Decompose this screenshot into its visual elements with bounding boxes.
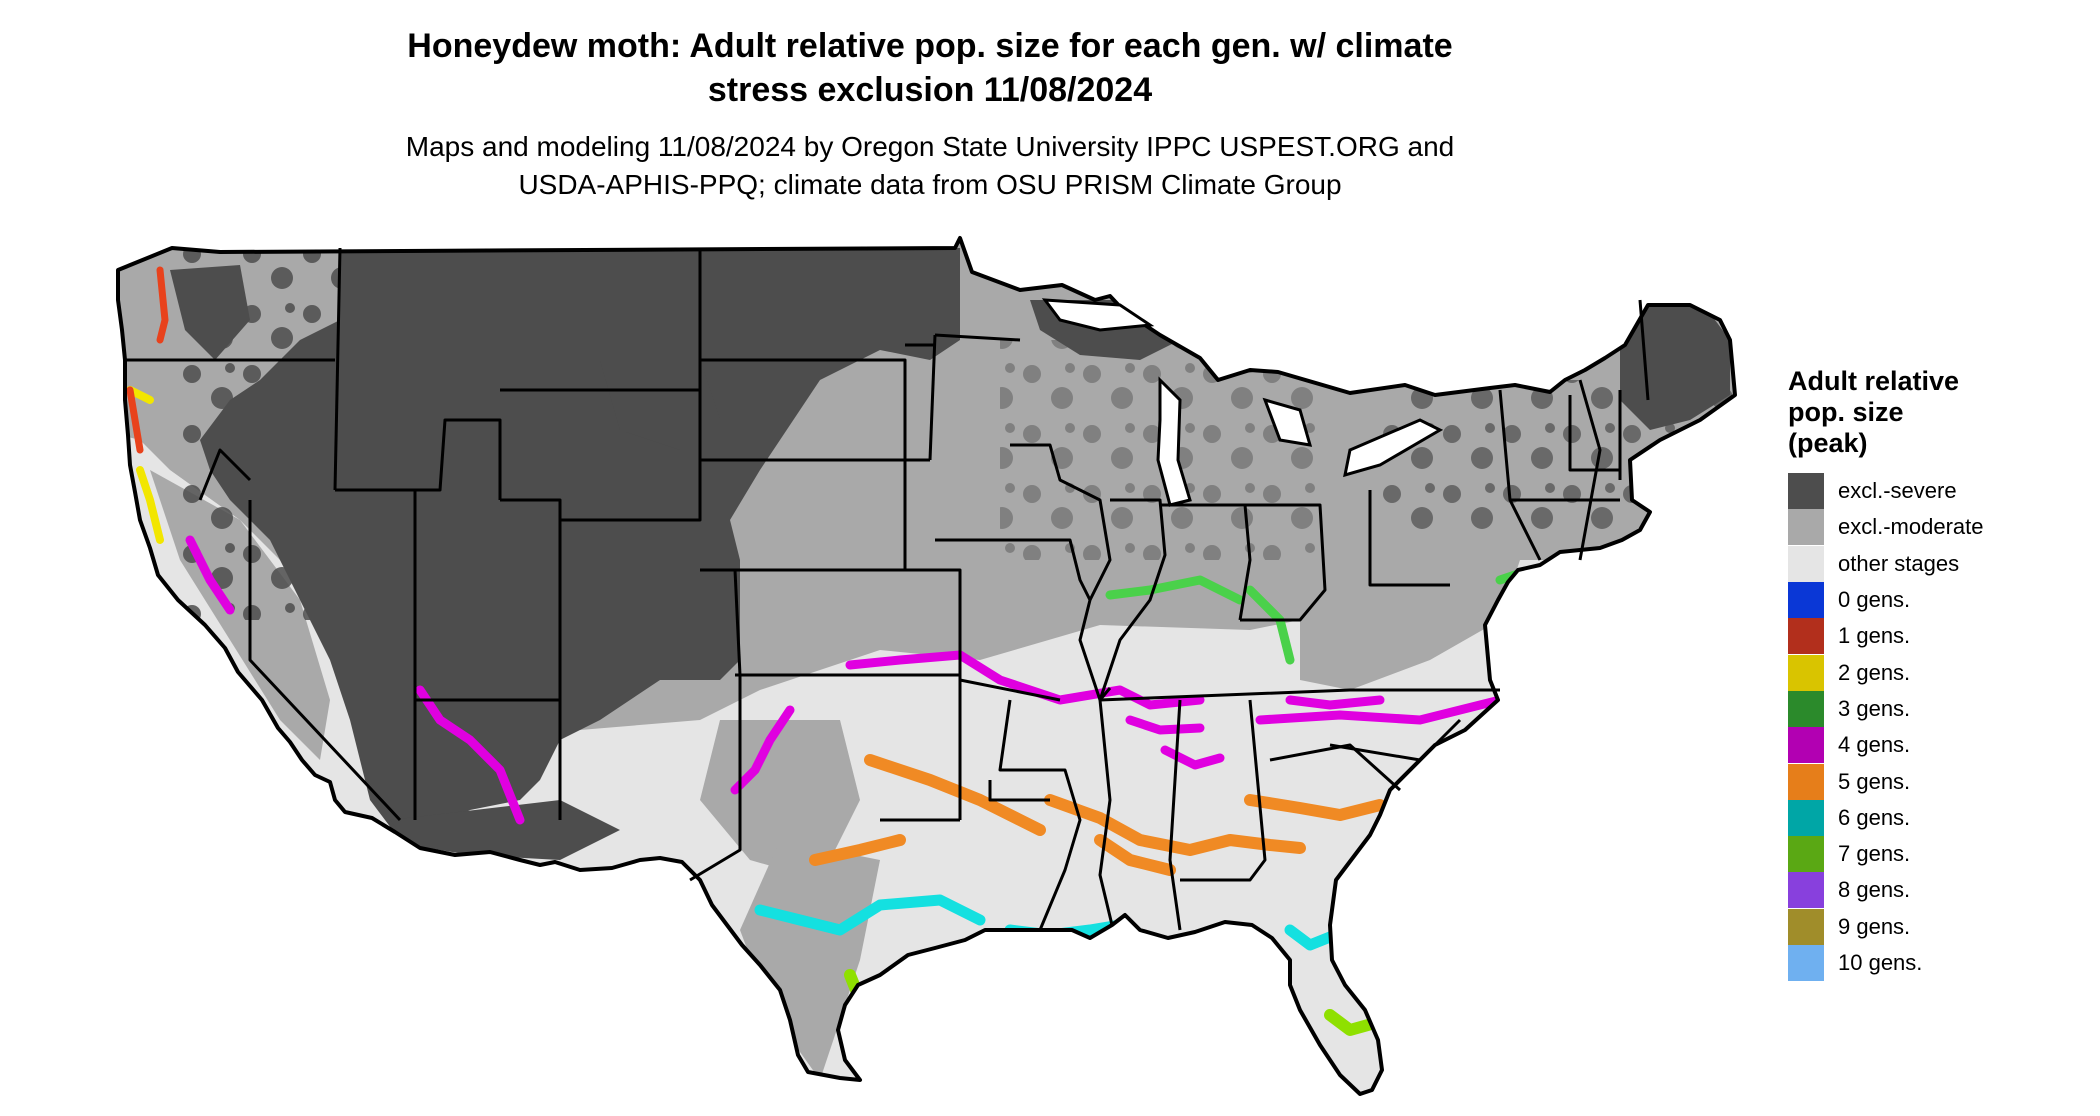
legend-title-line-1: Adult relative xyxy=(1788,366,1960,396)
legend-label: 9 gens. xyxy=(1838,913,1911,939)
legend-item: 4 gens. xyxy=(1788,727,2088,764)
legend-label: 4 gens. xyxy=(1838,732,1911,758)
legend-swatch xyxy=(1788,836,1824,873)
legend-item: other stages xyxy=(1788,545,2088,582)
map-subtitle-line-1: Maps and modeling 11/08/2024 by Oregon S… xyxy=(405,131,1455,162)
legend-swatch xyxy=(1788,618,1824,655)
legend-label: 8 gens. xyxy=(1838,877,1911,903)
map-title: Honeydew moth: Adult relative pop. size … xyxy=(300,24,1560,112)
map-title-line-1: Honeydew moth: Adult relative pop. size … xyxy=(407,27,1453,65)
legend-label: excl.-moderate xyxy=(1838,514,1984,540)
gen-5-zones xyxy=(809,754,1386,876)
legend-label: 2 gens. xyxy=(1838,659,1911,685)
legend-swatch xyxy=(1788,727,1824,764)
legend-swatch xyxy=(1788,654,1824,691)
legend-item: 9 gens. xyxy=(1788,908,2088,945)
legend-item: 8 gens. xyxy=(1788,872,2088,909)
legend-item: 2 gens. xyxy=(1788,654,2088,691)
legend-item: excl.-moderate xyxy=(1788,509,2088,546)
legend-label: 10 gens. xyxy=(1838,950,1923,975)
gen-1-zones xyxy=(126,266,169,454)
legend-item: 3 gens. xyxy=(1788,690,2088,727)
legend-items: excl.-severe excl.-moderate other stages 0 … xyxy=(1788,473,2088,981)
legend-swatch xyxy=(1788,509,1824,546)
legend-title-line-2: pop. size xyxy=(1788,397,1904,427)
us-map xyxy=(116,236,1737,1096)
us-outline xyxy=(116,236,1737,1096)
legend: Adult relative pop. size (peak) excl.-se… xyxy=(1788,366,2088,981)
legend-label: other stages xyxy=(1838,550,1960,576)
legend-title: Adult relative pop. size (peak) xyxy=(1788,366,2088,459)
map-title-line-2: stress exclusion 11/08/2024 xyxy=(707,71,1153,109)
legend-swatch xyxy=(1788,582,1824,619)
legend-label: 6 gens. xyxy=(1838,804,1911,830)
legend-swatch xyxy=(1788,799,1824,836)
legend-swatch xyxy=(1788,690,1824,727)
map-subtitle-line-2: USDA-APHIS-PPQ; climate data from OSU PR… xyxy=(518,169,1342,200)
legend-item: 7 gens. xyxy=(1788,836,2088,873)
legend-swatch xyxy=(1788,545,1824,582)
legend-title-line-3: (peak) xyxy=(1788,428,1868,458)
legend-item: 10 gens. xyxy=(1788,945,2088,981)
great-lakes xyxy=(1041,298,1444,507)
legend-item: 6 gens. xyxy=(1788,799,2088,836)
legend-swatch xyxy=(1788,908,1824,945)
legend-label: 0 gens. xyxy=(1838,587,1911,613)
legend-label: 5 gens. xyxy=(1838,768,1911,794)
legend-swatch xyxy=(1788,872,1824,909)
legend-label: excl.-severe xyxy=(1838,478,1957,504)
legend-swatch xyxy=(1788,473,1824,510)
legend-item: 0 gens. xyxy=(1788,582,2088,619)
legend-swatch xyxy=(1788,763,1824,800)
map-subtitle: Maps and modeling 11/08/2024 by Oregon S… xyxy=(300,128,1560,204)
legend-label: 1 gens. xyxy=(1838,623,1911,649)
legend-label: 3 gens. xyxy=(1838,695,1911,721)
legend-swatch xyxy=(1788,945,1824,981)
legend-item: 1 gens. xyxy=(1788,618,2088,655)
legend-item: 5 gens. xyxy=(1788,763,2088,800)
legend-label: 7 gens. xyxy=(1838,841,1911,867)
legend-item: excl.-severe xyxy=(1788,473,2088,510)
